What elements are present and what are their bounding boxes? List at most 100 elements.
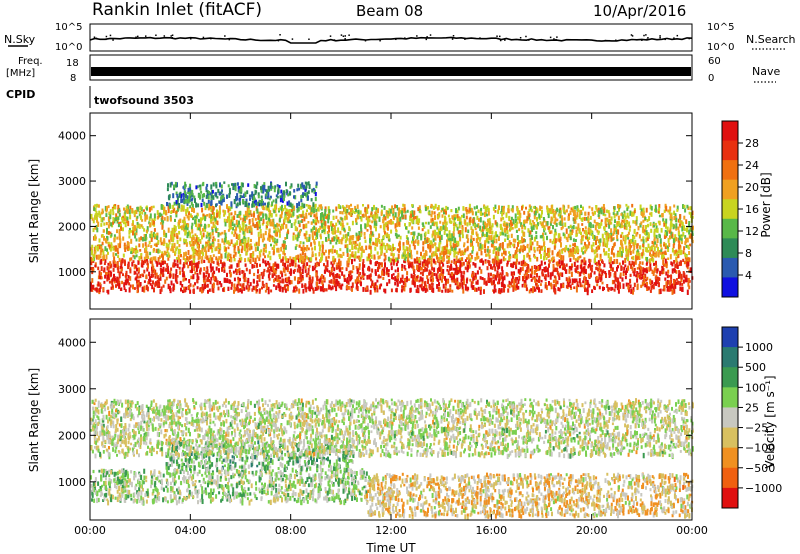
heatmap-cell (621, 224, 624, 228)
heatmap-cell (201, 256, 204, 260)
heatmap-cell (614, 219, 616, 224)
heatmap-cell (333, 275, 336, 280)
heatmap-cell (233, 277, 236, 282)
heatmap-cell (579, 255, 582, 259)
heatmap-cell (672, 238, 675, 244)
heatmap-cell (172, 286, 175, 292)
heatmap-cell (230, 281, 233, 287)
heatmap-cell (641, 254, 644, 259)
heatmap-cell (136, 206, 139, 210)
heatmap-cell (479, 276, 482, 280)
heatmap-cell (655, 225, 658, 230)
heatmap-cell (480, 247, 483, 251)
heatmap-cell (430, 240, 432, 245)
heatmap-cell (323, 277, 326, 282)
heatmap-cell (632, 212, 635, 217)
heatmap-cell (195, 251, 198, 256)
heatmap-cell (587, 245, 590, 249)
heatmap-cell (621, 277, 624, 282)
heatmap-cell (387, 269, 390, 272)
heatmap-cell (446, 255, 448, 259)
heatmap-cell (223, 218, 226, 223)
heatmap-cell (313, 239, 316, 244)
heatmap-cell (278, 233, 281, 238)
heatmap-cell (145, 214, 148, 220)
heatmap-cell (603, 287, 605, 291)
heatmap-cell (445, 278, 447, 284)
heatmap-cell (553, 239, 556, 244)
heatmap-cell (98, 270, 101, 276)
heatmap-cell (579, 210, 582, 215)
heatmap-cell (104, 274, 107, 279)
heatmap-cell (589, 221, 592, 227)
heatmap-cell (103, 267, 106, 273)
heatmap-cell (554, 231, 557, 235)
heatmap-cell (179, 270, 182, 275)
heatmap-cell (632, 249, 635, 254)
heatmap-cell (378, 255, 381, 259)
heatmap-cell (265, 262, 267, 267)
heatmap-cell (346, 261, 349, 267)
heatmap-cell (298, 268, 301, 274)
heatmap-cell (535, 266, 538, 271)
heatmap-cell (337, 281, 340, 284)
heatmap-cell (94, 264, 97, 268)
heatmap-cell (191, 222, 194, 226)
heatmap-cell (515, 265, 518, 270)
heatmap-cell (593, 286, 596, 290)
heatmap-cell (243, 230, 246, 236)
heatmap-cell (391, 274, 393, 280)
heatmap-cell (435, 221, 438, 227)
heatmap-cell (387, 272, 390, 278)
heatmap-cell (244, 228, 247, 232)
heatmap-cell (587, 238, 589, 242)
heatmap-cell (543, 218, 546, 223)
heatmap-cell (399, 210, 402, 214)
heatmap-cell (166, 265, 169, 269)
heatmap-cell (390, 252, 393, 257)
heatmap-cell (627, 205, 630, 209)
heatmap-cell (230, 286, 233, 290)
heatmap-cell (471, 274, 473, 278)
heatmap-cell (123, 221, 125, 225)
heatmap-cell (371, 268, 374, 273)
heatmap-cell (486, 266, 489, 271)
heatmap-cell (675, 278, 678, 281)
heatmap-cell (475, 287, 478, 292)
heatmap-cell (286, 211, 289, 217)
heatmap-cell (183, 216, 186, 222)
heatmap-cell (362, 262, 364, 268)
heatmap-cell (277, 227, 280, 233)
heatmap-cell (205, 244, 208, 247)
heatmap-cell (636, 267, 639, 270)
heatmap-cell (193, 249, 196, 253)
heatmap-cell (486, 248, 489, 253)
heatmap-cell (510, 263, 513, 268)
heatmap-cell (366, 222, 369, 228)
heatmap-cell (540, 254, 542, 259)
heatmap-cell (468, 263, 471, 269)
heatmap-cell (662, 259, 665, 265)
heatmap-cell (386, 243, 389, 247)
heatmap-cell (673, 279, 676, 286)
heatmap-cell (182, 255, 185, 261)
heatmap-cell (498, 275, 501, 281)
heatmap-cell (444, 276, 446, 281)
heatmap-cell (524, 282, 526, 288)
heatmap-cell (331, 285, 334, 290)
heatmap-cell (613, 259, 616, 264)
heatmap-cell (129, 276, 132, 281)
heatmap-cell (183, 289, 186, 293)
heatmap-cell (472, 237, 475, 241)
heatmap-cell (151, 260, 154, 264)
heatmap-cell (254, 261, 257, 264)
heatmap-cell (453, 219, 456, 225)
heatmap-cell (382, 276, 385, 280)
heatmap-cell (277, 207, 280, 211)
heatmap-cell (568, 265, 571, 271)
heatmap-cell (495, 247, 498, 251)
heatmap-cell (153, 248, 155, 252)
heatmap-cell (517, 279, 520, 284)
heatmap-cell (597, 214, 600, 218)
heatmap-cell (424, 237, 426, 242)
